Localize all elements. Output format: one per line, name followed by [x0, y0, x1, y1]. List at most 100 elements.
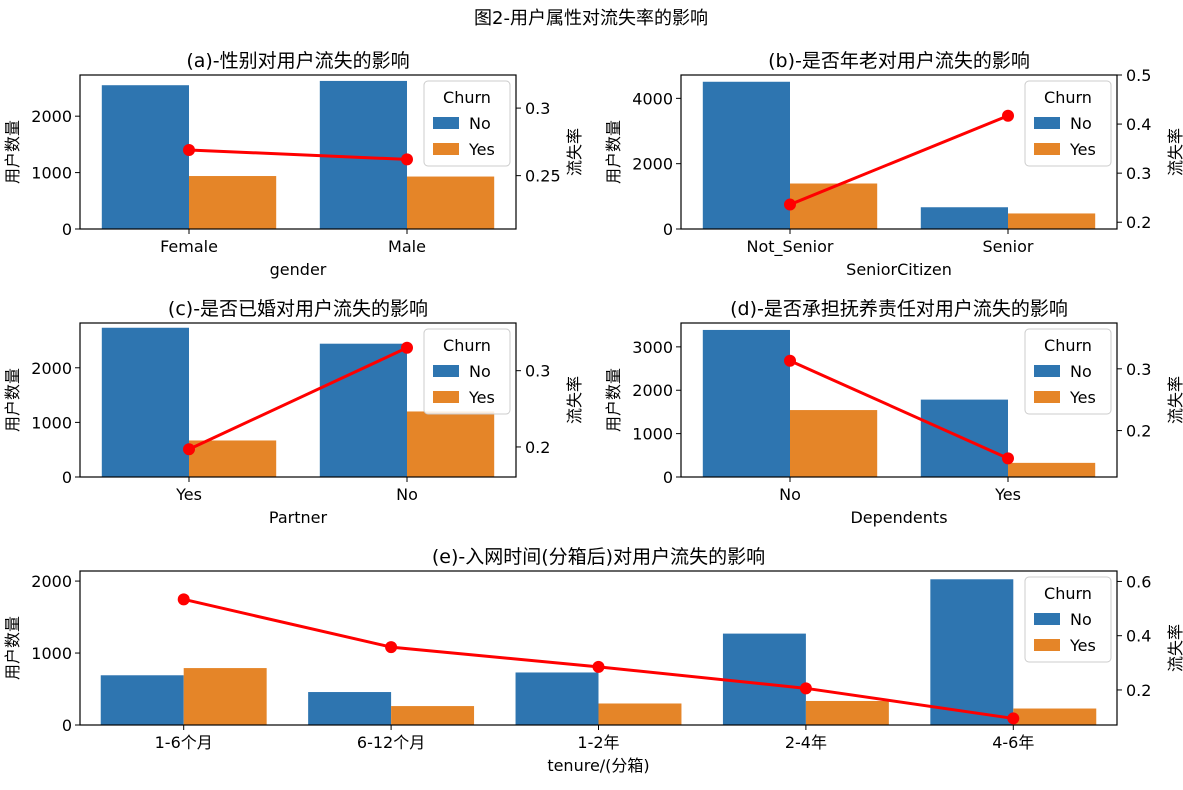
- y2-tick-label: 0.4: [1126, 627, 1151, 646]
- y2-tick-label: 0.3: [525, 99, 550, 118]
- churn-rate-point: [592, 660, 605, 673]
- churn-rate-line: [789, 359, 1009, 460]
- x-axis-label: tenure/(分箱): [547, 756, 649, 775]
- x-tick-label: Yes: [994, 485, 1021, 504]
- legend-swatch: [1034, 143, 1060, 155]
- y2-tick-label: 0.2: [525, 438, 550, 457]
- churn-rate-point: [401, 341, 413, 354]
- y-axis-label: 用户数量: [3, 616, 22, 680]
- y2-axis-label: 流失率: [565, 128, 584, 176]
- bar-no: [920, 207, 1008, 229]
- subplot-title: (a)-性别对用户流失的影响: [186, 50, 409, 72]
- x-tick-label: 1-2年: [577, 733, 619, 752]
- y2-axis-label: 流失率: [1166, 624, 1183, 672]
- y2-tick-label: 0.2: [1126, 422, 1151, 441]
- x-tick-label: 4-6年: [992, 733, 1034, 752]
- bar-yes: [1013, 708, 1097, 725]
- bar-no: [308, 692, 392, 725]
- legend-title: Churn: [443, 88, 491, 107]
- legend-label: No: [1070, 610, 1092, 629]
- axes-frame: [680, 322, 1118, 478]
- y2-tick-label: 0.3: [1126, 164, 1151, 183]
- bar-no: [515, 672, 599, 725]
- y2-axis-label: 流失率: [1166, 128, 1183, 176]
- legend: Churn No Yes: [1024, 80, 1112, 167]
- legend-label: No: [1070, 114, 1092, 133]
- bar-no: [930, 579, 1014, 725]
- bar-yes: [189, 440, 277, 477]
- churn-rate-line: [789, 114, 1009, 206]
- y2-tick-label: 0.6: [1126, 572, 1151, 591]
- legend: Churn No Yes: [423, 80, 511, 167]
- y2-tick-label: 0.3: [1126, 360, 1151, 379]
- legend-label: No: [1070, 362, 1092, 381]
- y-tick-label: 0: [62, 716, 72, 735]
- bar-yes: [1008, 462, 1096, 477]
- y-tick-label: 0: [663, 220, 673, 239]
- y2-tick-label: 0.4: [1126, 115, 1151, 134]
- x-tick-label: Female: [160, 237, 218, 256]
- legend-label: Yes: [1069, 140, 1096, 159]
- legend-label: Yes: [468, 140, 495, 159]
- y-axis-label: 用户数量: [604, 120, 623, 184]
- churn-rate-point: [177, 593, 190, 606]
- x-axis-label: gender: [270, 260, 327, 279]
- bar-no: [722, 633, 806, 725]
- legend-title: Churn: [1044, 336, 1092, 355]
- bar-no: [702, 81, 790, 229]
- churn-rate-point: [1007, 712, 1020, 725]
- x-axis-label: Partner: [269, 508, 328, 527]
- axes-frame: [79, 74, 517, 230]
- x-tick-label: 6-12个月: [357, 733, 425, 752]
- x-axis-label: SeniorCitizen: [846, 260, 952, 279]
- bar-yes: [407, 176, 495, 229]
- x-tick-label: No: [396, 485, 418, 504]
- y2-tick-label: 0.25: [525, 167, 561, 186]
- y-tick-label: 1000: [31, 413, 72, 432]
- y-tick-label: 4000: [632, 89, 673, 108]
- legend-swatch: [1034, 117, 1060, 129]
- legend-title: Churn: [1044, 88, 1092, 107]
- y2-tick-label: 0.2: [1126, 213, 1151, 232]
- x-tick-label: Yes: [175, 485, 202, 504]
- churn-rate-point: [401, 153, 413, 166]
- bar-yes: [189, 176, 277, 229]
- axes-frame: [79, 322, 517, 478]
- bar-no: [319, 343, 407, 477]
- subplot-title: (b)-是否年老对用户流失的影响: [768, 50, 1030, 72]
- y2-tick-label: 0.2: [1126, 681, 1151, 700]
- y-tick-label: 1000: [31, 164, 72, 183]
- bar-no: [101, 85, 189, 229]
- y-tick-label: 2000: [31, 359, 72, 378]
- y2-tick-label: 0.3: [525, 362, 550, 381]
- churn-rate-point: [1002, 109, 1014, 122]
- legend-swatch: [433, 143, 459, 155]
- bar-yes: [183, 668, 267, 725]
- churn-rate-line: [188, 148, 408, 161]
- legend-title: Churn: [1044, 584, 1092, 603]
- legend-label: Yes: [1069, 636, 1096, 655]
- bar-yes: [790, 410, 878, 477]
- bar-no: [101, 327, 189, 477]
- legend-swatch: [433, 365, 459, 377]
- churn-rate-point: [799, 682, 812, 695]
- legend-swatch: [1034, 391, 1060, 403]
- bar-yes: [790, 183, 878, 229]
- legend-swatch: [433, 117, 459, 129]
- y-tick-label: 2000: [31, 107, 72, 126]
- x-tick-label: Senior: [983, 237, 1034, 256]
- y-tick-label: 0: [663, 468, 673, 487]
- legend-label: No: [469, 362, 491, 381]
- churn-rate-line: [188, 346, 408, 451]
- x-axis-label: Dependents: [850, 508, 947, 527]
- subplot-5: (e)-入网时间(分箱后)对用户流失的影响 0 1000 2000 0.2 0.4 0.6 1…: [3, 546, 1183, 775]
- y-axis-label: 用户数量: [3, 120, 22, 184]
- churn-rate-point: [784, 354, 796, 367]
- legend-swatch: [433, 391, 459, 403]
- y2-axis-label: 流失率: [1166, 376, 1183, 424]
- y-tick-label: 2000: [632, 381, 673, 400]
- subplot-3: (c)-是否已婚对用户流失的影响 0 1000 2000 0.2 0.3 Yes No Part…: [3, 298, 584, 527]
- legend-label: Yes: [1069, 388, 1096, 407]
- y-axis-label: 用户数量: [3, 368, 22, 432]
